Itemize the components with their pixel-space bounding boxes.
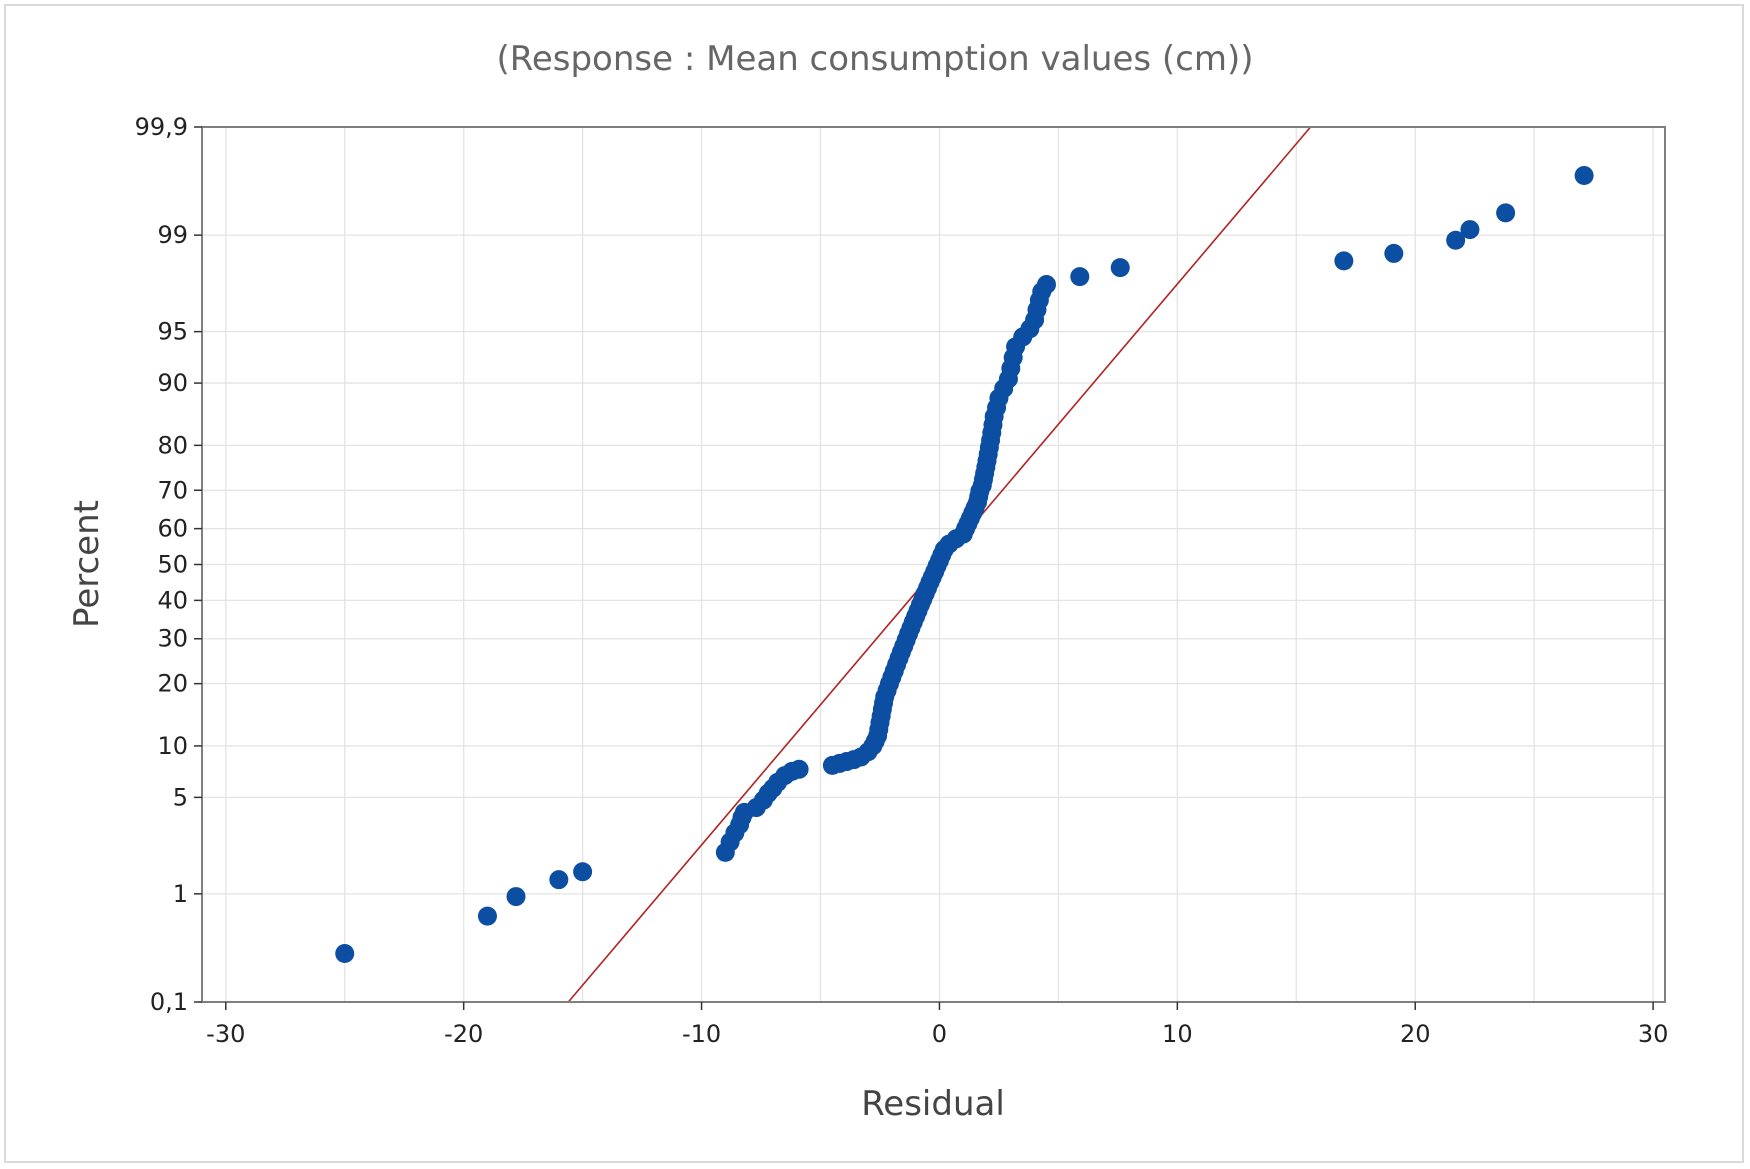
data-point (506, 887, 526, 907)
y-tick-label: 90 (157, 369, 188, 397)
x-tick-label: 30 (1638, 1020, 1669, 1048)
y-tick-label: 20 (157, 670, 188, 698)
data-point (1036, 275, 1056, 295)
y-tick-label: 70 (157, 476, 188, 504)
y-tick-label: 50 (157, 551, 188, 579)
x-axis-ticks: -30 -20 -10 0 10 20 30 (206, 1002, 1668, 1048)
x-tick-label: 20 (1400, 1020, 1431, 1048)
y-tick-label: 80 (157, 431, 188, 459)
y-gridlines (202, 126, 1665, 1003)
y-tick-label: 5 (173, 783, 188, 811)
y-tick-label: 30 (157, 625, 188, 653)
y-tick-label: 1 (173, 880, 188, 908)
x-tick-label: -20 (444, 1020, 483, 1048)
data-point (477, 906, 497, 926)
x-tick-label: 10 (1162, 1020, 1193, 1048)
data-point (1574, 165, 1594, 185)
y-axis-ticks: 0,1 1 5 10 20 30 40 50 60 70 80 90 95 99 99,9 (135, 113, 202, 1016)
y-tick-label: 99 (157, 221, 188, 249)
data-point (1496, 203, 1516, 223)
data-point (1384, 243, 1404, 263)
data-points (335, 165, 1594, 964)
x-tick-label: -30 (206, 1020, 245, 1048)
data-point (335, 944, 355, 964)
data-point (1446, 230, 1466, 250)
data-point (549, 870, 569, 890)
x-axis-title: Residual (861, 1084, 1005, 1124)
y-tick-label: 40 (157, 586, 188, 614)
data-point (1334, 251, 1354, 271)
data-point (1110, 258, 1130, 278)
y-tick-label: 60 (157, 515, 188, 543)
x-tick-label: 0 (932, 1020, 947, 1048)
y-tick-label: 10 (157, 732, 188, 760)
data-point (1460, 220, 1480, 240)
y-axis-title: Percent (67, 500, 107, 628)
x-tick-label: -10 (682, 1020, 721, 1048)
y-tick-label: 99,9 (135, 113, 188, 141)
y-tick-label: 0,1 (150, 988, 188, 1016)
y-tick-label: 95 (157, 318, 188, 346)
data-point (789, 759, 809, 779)
data-point (1070, 267, 1090, 287)
chart-title: (Response : Mean consumption values (cm)… (496, 39, 1253, 79)
data-point (573, 862, 593, 882)
